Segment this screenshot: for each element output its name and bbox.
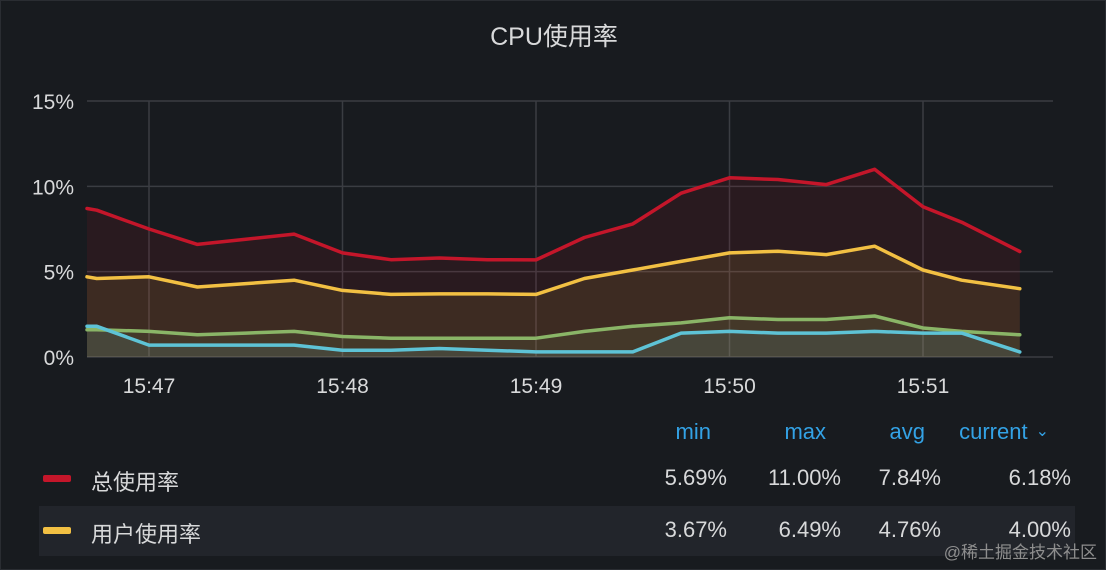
legend-name-total[interactable]: 总使用率 — [91, 470, 180, 495]
x-tick-label: 15:50 — [703, 375, 756, 398]
series-lines — [85, 167, 1022, 354]
series-line-3 — [85, 324, 1022, 354]
legend-min-total: 5.69% — [664, 465, 727, 490]
y-tick-label: 0% — [44, 347, 74, 370]
x-tick-label: 15:49 — [510, 375, 563, 398]
series-line-2 — [85, 314, 1022, 340]
legend-header-avg[interactable]: avg — [889, 419, 925, 444]
cpu-usage-chart[interactable]: 0% 5% 10% 15% 15:47 15:48 15:49 15:50 15:51 — [1, 1, 1106, 411]
chevron-down-icon: ⌄ — [1035, 423, 1049, 440]
legend-header-max[interactable]: max — [784, 419, 826, 444]
x-tick-label: 15:47 — [123, 375, 176, 398]
legend-header-min[interactable]: min — [675, 419, 711, 444]
x-tick-label: 15:51 — [897, 375, 950, 398]
y-axis-ticks: 0% 5% 10% 15% — [32, 91, 74, 370]
legend-row-total[interactable]: 总使用率 5.69% 11.00% 7.84% 6.18% — [39, 454, 1075, 504]
legend-header-current-label: current — [959, 419, 1028, 444]
legend-row-user[interactable]: 用户使用率 3.67% 6.49% 4.76% 4.00% — [39, 506, 1075, 556]
series-areas — [87, 169, 1020, 357]
panel-title[interactable]: CPU使用率 — [490, 23, 618, 51]
y-tick-label: 5% — [44, 262, 74, 285]
series-line-0 — [85, 167, 1022, 262]
series-area-1 — [87, 246, 1020, 357]
watermark: @稀土掘金技术社区 — [943, 543, 1097, 562]
x-tick-label: 15:48 — [316, 375, 369, 398]
series-line-1 — [85, 244, 1022, 297]
legend-current-total: 6.18% — [1008, 465, 1071, 490]
y-tick-label: 10% — [32, 176, 74, 199]
legend-max-user: 6.49% — [778, 517, 841, 542]
legend-name-user[interactable]: 用户使用率 — [91, 522, 202, 547]
x-axis-ticks: 15:47 15:48 15:49 15:50 15:51 — [123, 375, 950, 398]
legend-avg-total: 7.84% — [878, 465, 941, 490]
series-area-0 — [87, 169, 1020, 357]
y-tick-label: 15% — [32, 91, 74, 114]
legend-min-user: 3.67% — [664, 517, 727, 542]
legend-max-total: 11.00% — [768, 465, 841, 490]
legend-swatch-user — [43, 527, 71, 534]
legend-header-current[interactable]: current ⌄ — [931, 419, 1049, 447]
legend-swatch-total — [43, 475, 71, 482]
legend-current-user: 4.00% — [1008, 517, 1071, 542]
chart-grid — [87, 100, 1053, 358]
legend-avg-user: 4.76% — [878, 517, 941, 542]
